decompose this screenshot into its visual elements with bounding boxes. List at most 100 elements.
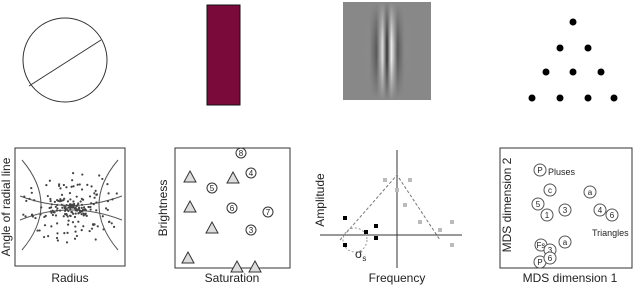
scatter-point [67, 206, 70, 209]
scatter-point [73, 215, 77, 219]
scatter-point [90, 185, 93, 188]
scatter-point [78, 211, 82, 214]
scatter-point [70, 185, 73, 188]
x-label: MDS dimension 1 [523, 271, 618, 285]
scatter-point [93, 196, 96, 199]
mds-marker [540, 208, 554, 222]
scatter-point [65, 208, 68, 211]
mds-marker [558, 203, 572, 217]
dot [584, 94, 592, 102]
scatter-point [67, 219, 70, 222]
triangle-marker [226, 170, 240, 184]
scatter-point [56, 239, 59, 242]
scatter-point [43, 215, 46, 219]
scatter-point [31, 215, 35, 218]
scatter-point [107, 192, 110, 195]
scatter-point [94, 189, 97, 192]
scatter-point [68, 214, 72, 217]
scatter-point [58, 209, 62, 212]
scatter-point [80, 203, 84, 206]
scatter-point [93, 192, 96, 195]
scatter-point [73, 237, 77, 240]
mds-marker [533, 163, 547, 177]
scatter-point [60, 193, 64, 196]
point-label: 7 [266, 208, 271, 217]
scatter-point [65, 212, 68, 216]
scatter-point [54, 214, 58, 217]
point-label: a [563, 238, 568, 247]
scatter-point [72, 200, 75, 203]
scatter-point [25, 199, 28, 202]
point-label: 5 [536, 200, 541, 209]
sigma-region [342, 227, 368, 253]
scatter-point [89, 205, 92, 209]
boundary-curves [19, 159, 123, 251]
point-label: 1 [545, 211, 550, 220]
scatter-point [58, 183, 61, 186]
triangle-marker [230, 259, 244, 273]
scatter-point [34, 216, 37, 220]
scatter-point [39, 213, 42, 216]
plot-frame [499, 147, 633, 269]
radial-circle [22, 17, 108, 103]
scatter-point [50, 225, 53, 228]
color-patch [206, 4, 241, 106]
scatter-point [71, 204, 74, 207]
scatter-point [71, 179, 74, 182]
scatter-point [60, 203, 63, 206]
scatter-point [82, 225, 85, 228]
plot-frame [174, 147, 291, 269]
dot [528, 94, 536, 102]
scatter-point [90, 227, 94, 230]
scatter-point [66, 215, 69, 218]
group-label: Triangles [592, 228, 629, 238]
mds-marker [605, 208, 619, 222]
scatter-point [82, 206, 86, 209]
scatter-point [106, 183, 109, 186]
mds-marker [583, 185, 597, 199]
scatter-point [56, 222, 59, 225]
scatter-point [95, 193, 99, 196]
scatter-point [101, 177, 104, 181]
scatter-point [66, 223, 70, 226]
circle-marker [245, 167, 257, 179]
dot [569, 68, 577, 76]
scatter-point [67, 209, 70, 213]
scatter-point [75, 208, 78, 211]
scatter-point [63, 207, 66, 210]
triangle-marker [183, 169, 197, 183]
scatter-point [59, 198, 62, 201]
scatter-point [63, 232, 66, 235]
scatter-point [81, 173, 84, 176]
scatter-point [104, 207, 108, 210]
scatter-point [72, 212, 75, 215]
scatter-point [48, 179, 51, 182]
scatter-point [115, 192, 118, 195]
scatter-point [51, 213, 55, 217]
annotation-symbol: σ [355, 247, 363, 261]
scatter-point [50, 211, 53, 214]
plot-frame [14, 147, 126, 267]
scatter-point [75, 234, 79, 238]
dot [542, 68, 550, 76]
scatter-point [53, 200, 56, 203]
scatter-point [110, 222, 113, 225]
scatter-point [85, 214, 88, 217]
point-label: P [537, 258, 542, 267]
scatter-point [73, 207, 77, 210]
scatter-point [89, 208, 92, 211]
scatter-point [62, 215, 65, 218]
scatter-point [30, 213, 34, 216]
scatter-point [72, 185, 75, 188]
freq-marker [395, 188, 399, 192]
scatter-point [80, 229, 83, 232]
dot [610, 94, 618, 102]
freq-marker [343, 216, 347, 220]
point-label: 4 [598, 206, 603, 215]
scatter-point [87, 205, 90, 209]
scatter-point [75, 195, 78, 198]
scatter-point [69, 208, 72, 211]
dot [584, 44, 592, 52]
scatter-point [68, 191, 72, 195]
